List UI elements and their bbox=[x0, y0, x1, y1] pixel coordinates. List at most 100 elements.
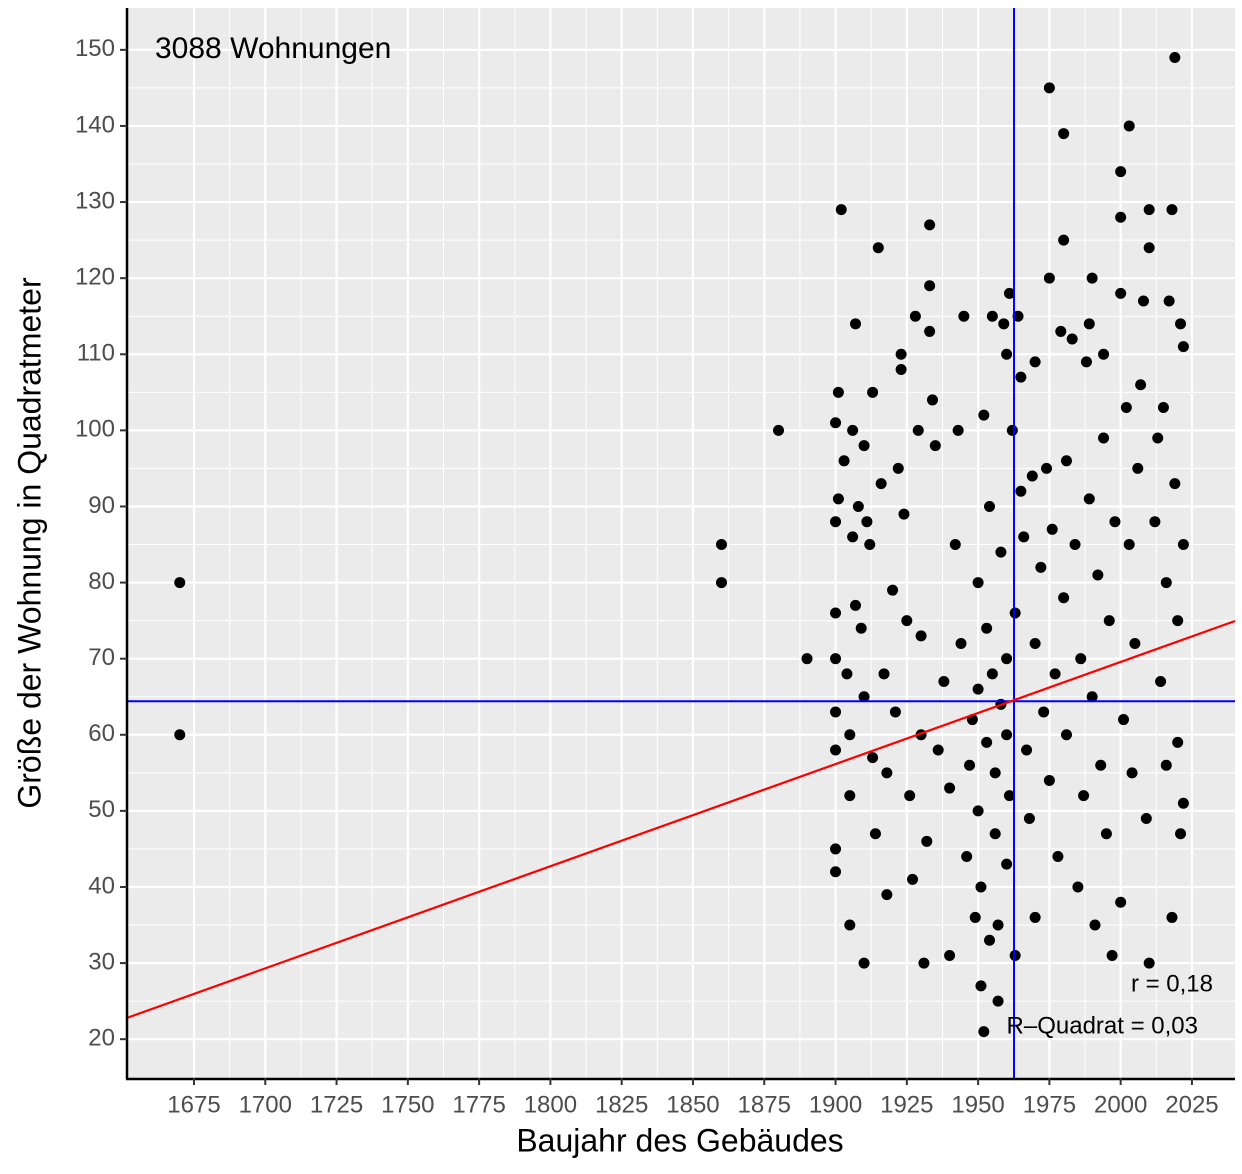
point bbox=[944, 949, 956, 961]
point bbox=[986, 310, 998, 322]
x-tick-label: 1875 bbox=[738, 1091, 791, 1118]
point bbox=[1109, 516, 1121, 528]
point bbox=[912, 424, 924, 436]
point bbox=[964, 759, 976, 771]
point bbox=[1029, 637, 1041, 649]
point bbox=[981, 622, 993, 634]
point bbox=[1060, 455, 1072, 467]
point bbox=[715, 577, 727, 589]
point bbox=[969, 911, 981, 923]
y-tick-label: 30 bbox=[88, 948, 115, 975]
x-tick-label: 2000 bbox=[1094, 1091, 1147, 1118]
point bbox=[992, 995, 1004, 1007]
point bbox=[918, 957, 930, 969]
point bbox=[1175, 828, 1187, 840]
point bbox=[1080, 356, 1092, 368]
point bbox=[1092, 569, 1104, 581]
y-tick-label: 60 bbox=[88, 720, 115, 747]
point bbox=[975, 881, 987, 893]
point bbox=[1149, 516, 1161, 528]
point bbox=[1029, 911, 1041, 923]
point bbox=[1126, 767, 1138, 779]
y-tick-label: 110 bbox=[77, 340, 115, 367]
point bbox=[1175, 318, 1187, 330]
point bbox=[1123, 120, 1135, 132]
point bbox=[858, 957, 870, 969]
point bbox=[830, 866, 842, 878]
point bbox=[1055, 325, 1067, 337]
point bbox=[1172, 736, 1184, 748]
point bbox=[984, 934, 996, 946]
x-axis-title: Baujahr des Gebäudes bbox=[516, 1122, 843, 1158]
point bbox=[924, 280, 936, 292]
y-axis-title: Größe der Wohnung in Quadratmeter bbox=[11, 277, 47, 809]
point bbox=[835, 204, 847, 216]
point bbox=[1157, 402, 1169, 414]
point bbox=[1163, 295, 1175, 307]
point bbox=[1043, 272, 1055, 284]
x-tick-label: 1700 bbox=[239, 1091, 292, 1118]
point bbox=[1166, 204, 1178, 216]
point bbox=[847, 531, 859, 543]
point bbox=[1115, 166, 1127, 178]
point bbox=[986, 668, 998, 680]
point bbox=[174, 729, 186, 741]
point bbox=[924, 219, 936, 231]
point bbox=[844, 729, 856, 741]
point bbox=[1137, 295, 1149, 307]
point bbox=[887, 584, 899, 596]
point bbox=[952, 424, 964, 436]
point bbox=[989, 828, 1001, 840]
point bbox=[1066, 333, 1078, 345]
point bbox=[830, 843, 842, 855]
point bbox=[892, 462, 904, 474]
point bbox=[1143, 204, 1155, 216]
point bbox=[855, 622, 867, 634]
point bbox=[1069, 539, 1081, 551]
point bbox=[841, 668, 853, 680]
point bbox=[1018, 531, 1030, 543]
point bbox=[1001, 729, 1013, 741]
point bbox=[1043, 82, 1055, 94]
point bbox=[1115, 287, 1127, 299]
point bbox=[958, 310, 970, 322]
point bbox=[1006, 424, 1018, 436]
point bbox=[1169, 51, 1181, 63]
point bbox=[1143, 242, 1155, 254]
r-annotation: r = 0,18 bbox=[1131, 970, 1213, 997]
point bbox=[989, 767, 1001, 779]
point bbox=[1023, 812, 1035, 824]
point bbox=[915, 630, 927, 642]
point bbox=[872, 242, 884, 254]
x-tick-label: 1675 bbox=[167, 1091, 220, 1118]
point bbox=[938, 676, 950, 688]
point bbox=[1098, 432, 1110, 444]
count-annotation: 3088 Wohnungen bbox=[155, 32, 391, 65]
point bbox=[1083, 318, 1095, 330]
point bbox=[984, 500, 996, 512]
point bbox=[832, 386, 844, 398]
point bbox=[1152, 432, 1164, 444]
point bbox=[901, 615, 913, 627]
point bbox=[1123, 539, 1135, 551]
point bbox=[1086, 691, 1098, 703]
point bbox=[909, 310, 921, 322]
point bbox=[801, 653, 813, 665]
point bbox=[1106, 949, 1118, 961]
x-tick-label: 1800 bbox=[524, 1091, 577, 1118]
point bbox=[773, 424, 785, 436]
x-tick-label: 1750 bbox=[381, 1091, 434, 1118]
point bbox=[858, 691, 870, 703]
point bbox=[830, 516, 842, 528]
point bbox=[1177, 341, 1189, 353]
point bbox=[1160, 577, 1172, 589]
point bbox=[830, 653, 842, 665]
point bbox=[907, 873, 919, 885]
point bbox=[838, 455, 850, 467]
point bbox=[1103, 615, 1115, 627]
y-tick-label: 40 bbox=[88, 872, 115, 899]
point bbox=[832, 493, 844, 505]
point bbox=[1100, 828, 1112, 840]
point bbox=[867, 752, 879, 764]
point bbox=[1177, 539, 1189, 551]
